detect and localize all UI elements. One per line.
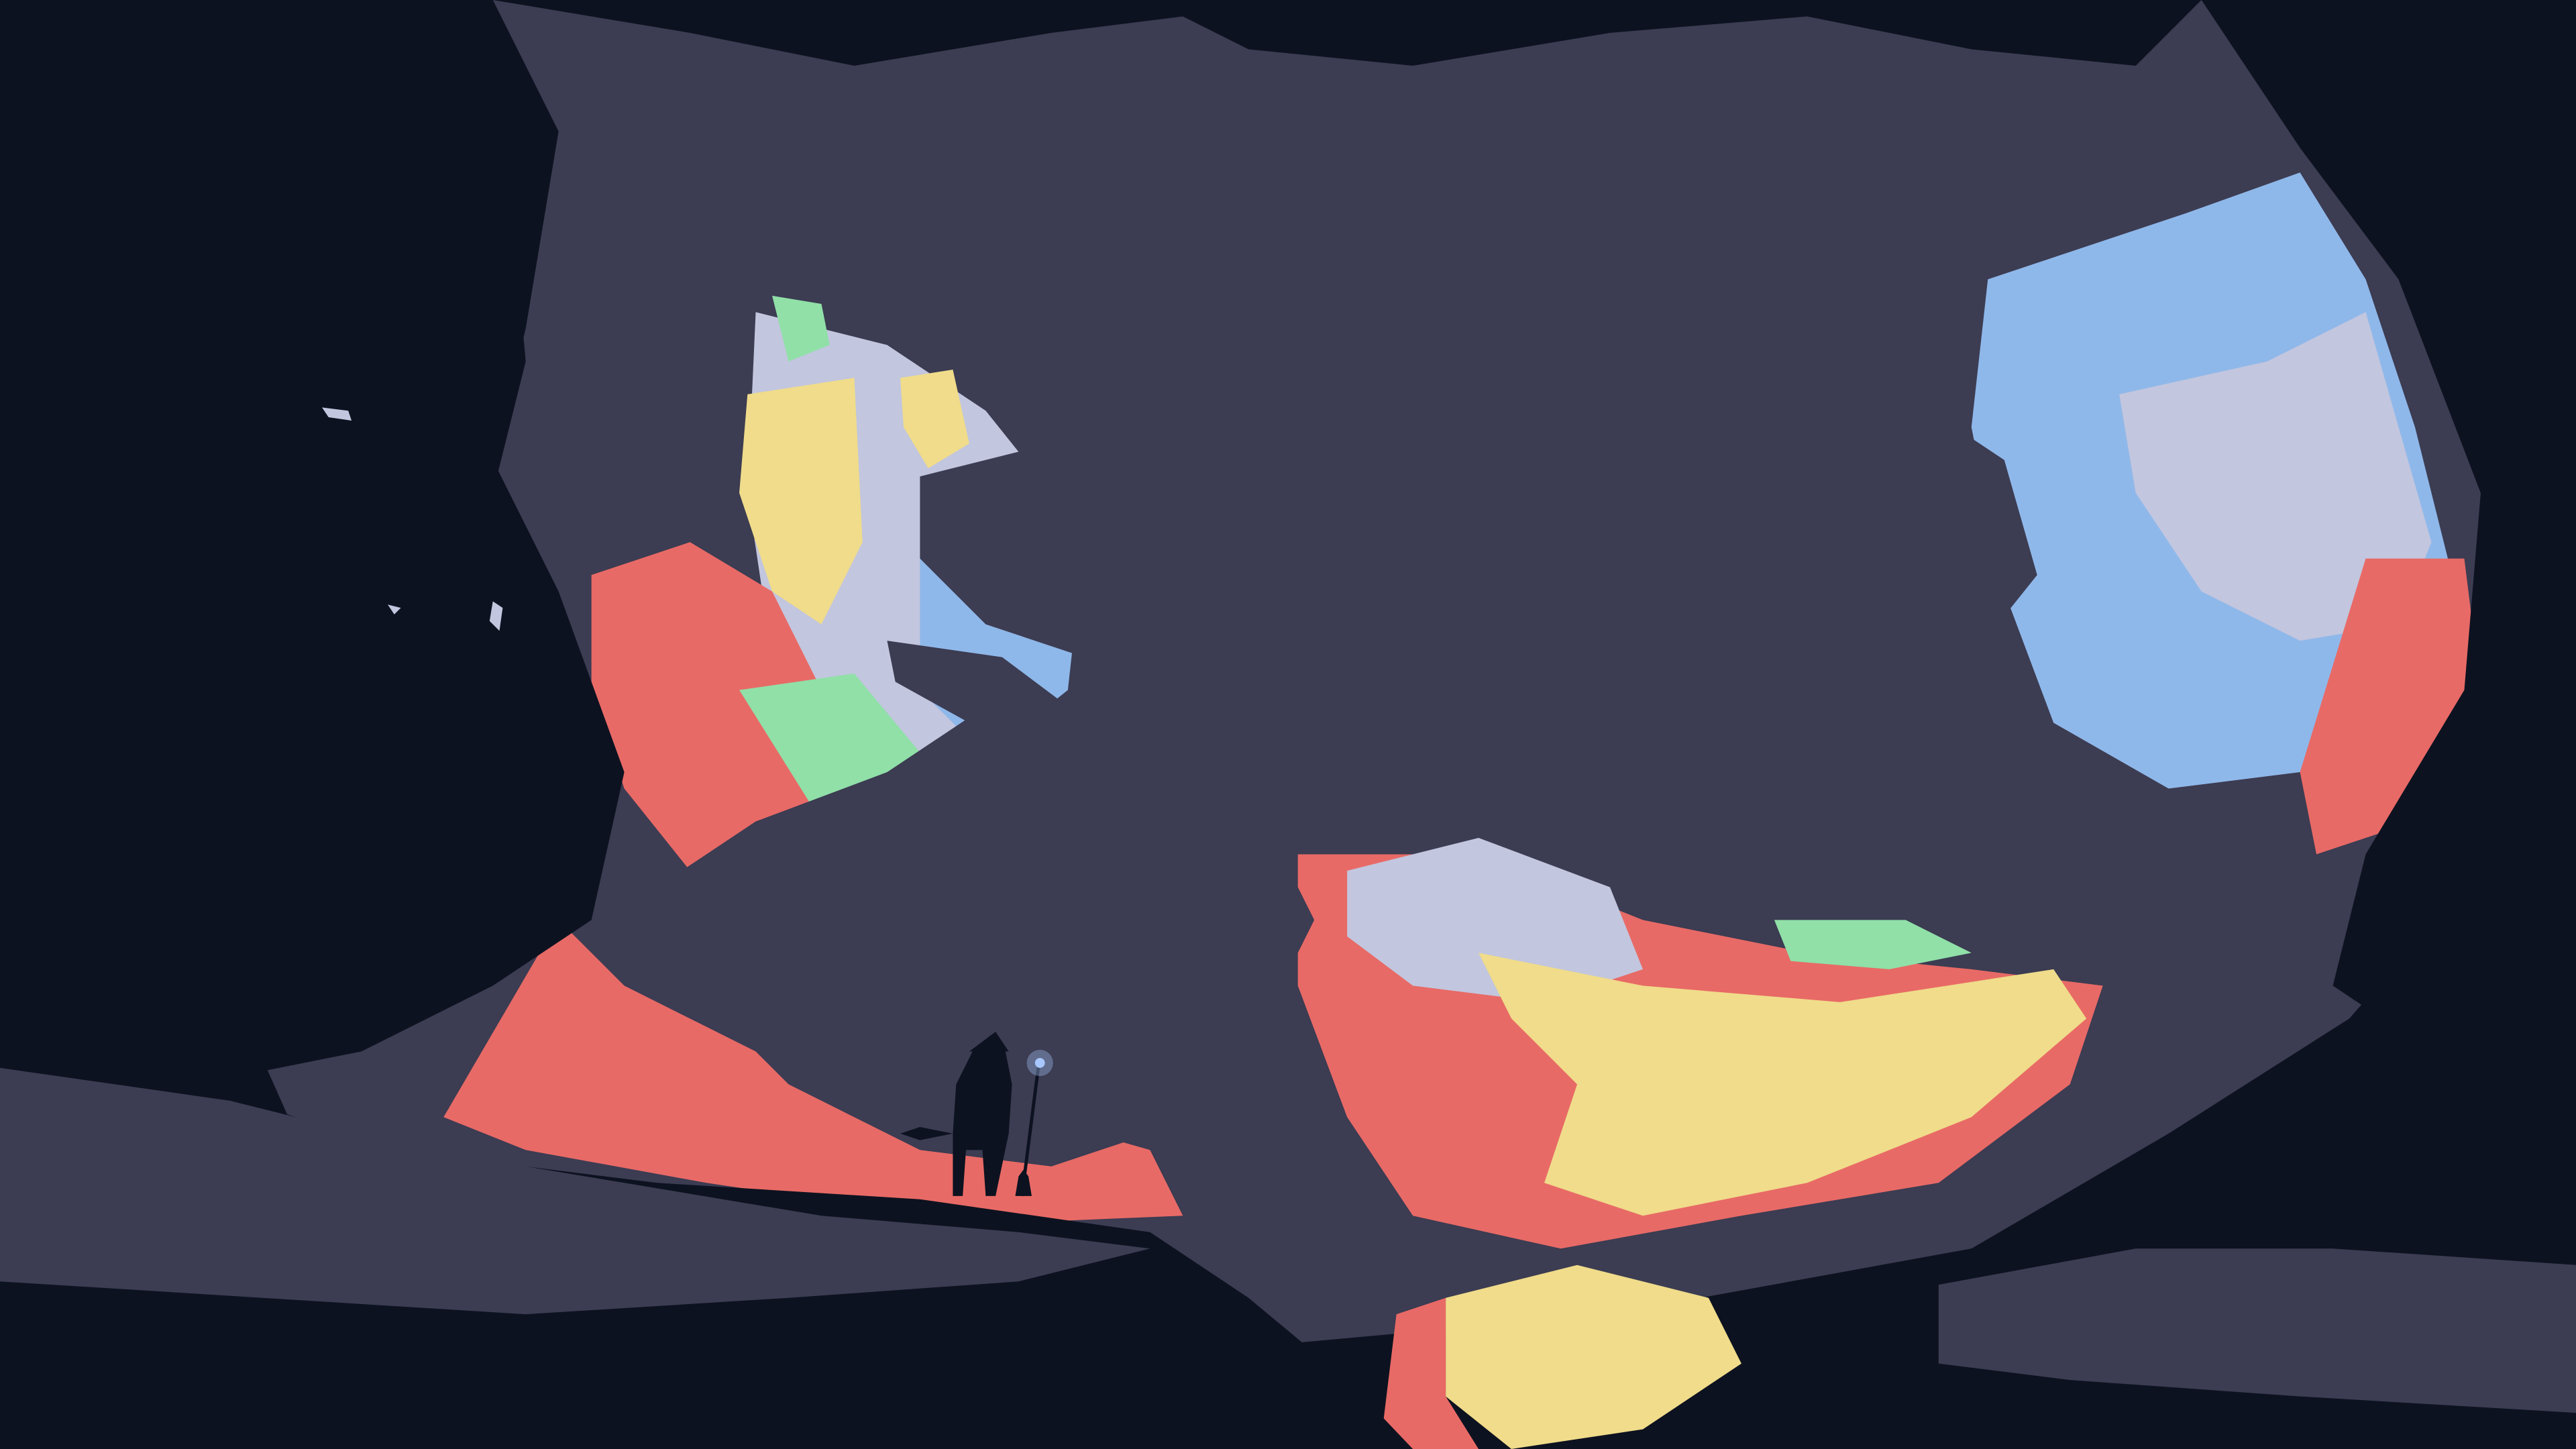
valley-yellow [1479, 953, 2087, 1216]
cave-ceiling [492, 0, 2202, 66]
foreground-rocks [0, 1067, 1150, 1315]
wanderer-body [953, 1038, 1012, 1196]
glint-1 [322, 407, 352, 421]
valley-lavender [1347, 837, 1643, 1002]
river-yellow [1446, 1265, 1741, 1449]
tree-branch-left [887, 641, 1068, 740]
glint-2 [489, 601, 503, 631]
cave-wall-left [0, 0, 625, 1085]
wanderer-hat [969, 1031, 1009, 1052]
wanderer-tail [900, 1127, 953, 1140]
river-coral [1380, 1297, 1479, 1449]
staff-glow-icon [1034, 1058, 1045, 1068]
mint-left [772, 295, 830, 362]
giant-tree-trunk [657, 706, 1315, 1167]
cave-wall-right [2201, 0, 2576, 1052]
sky-right-lavender [2119, 312, 2432, 641]
valley-mint [1774, 920, 1972, 969]
wanderer-silhouette [900, 1031, 1053, 1197]
sky-left-yellow [739, 378, 863, 625]
giant-tree-canopy [920, 361, 2037, 723]
cat-silhouette-icon [1015, 1169, 1032, 1196]
staff-glow-halo-icon [1026, 1049, 1053, 1077]
glint-3 [387, 604, 401, 614]
coral-left [591, 542, 855, 871]
sky-left-yellow-small [900, 370, 969, 468]
foreground-rocks-right [1938, 1248, 2576, 1413]
